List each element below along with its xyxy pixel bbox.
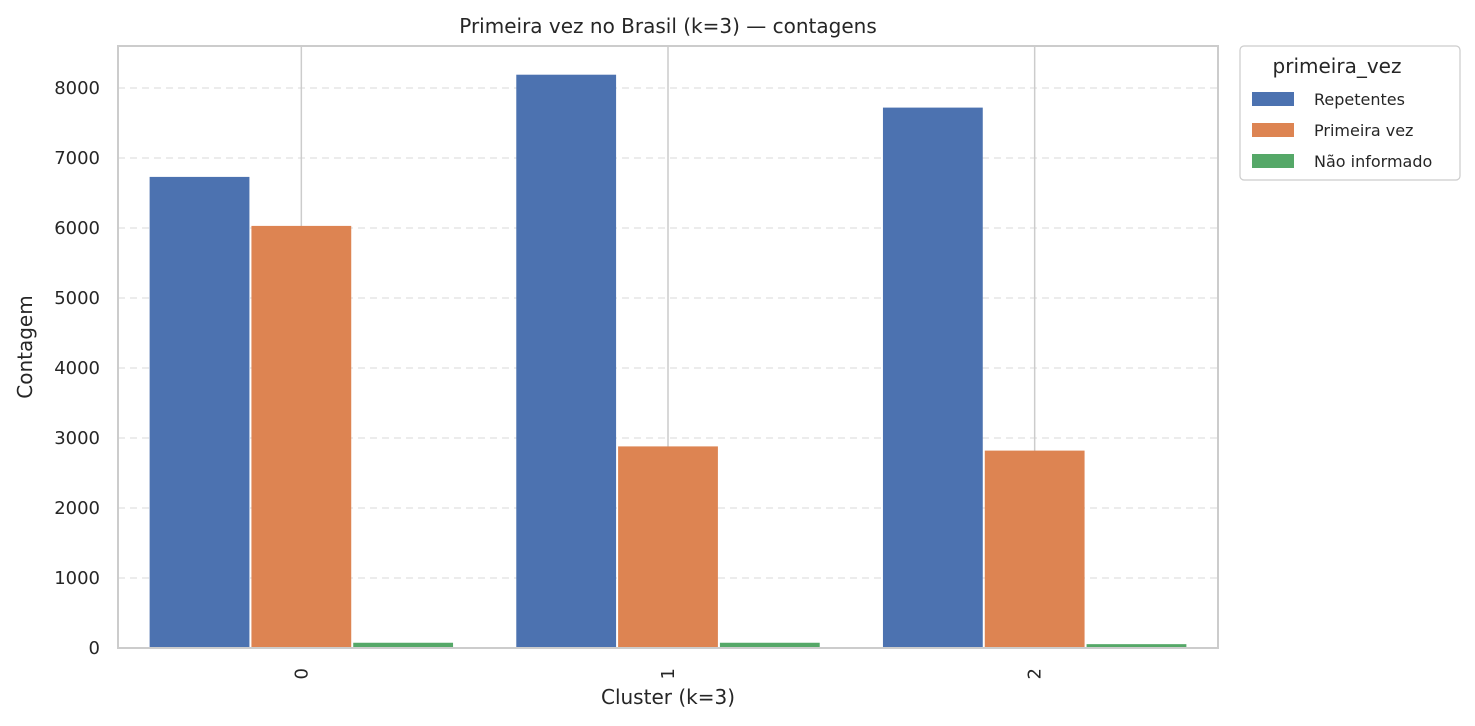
y-axis-label: Contagem [13, 295, 37, 398]
y-tick-label: 5000 [54, 288, 100, 309]
legend-frame [1239, 45, 1461, 181]
legend-label: Não informado [1314, 152, 1432, 171]
bar [251, 225, 352, 648]
bar [618, 446, 718, 648]
legend-swatch [1252, 154, 1294, 168]
bar [516, 74, 617, 648]
y-tick-label: 6000 [54, 218, 100, 239]
bar [1086, 644, 1187, 648]
chart-title: Primeira vez no Brasil (k=3) — contagens [459, 14, 877, 38]
legend-swatch [1252, 92, 1294, 106]
y-tick-label: 8000 [54, 78, 100, 99]
y-tick-label: 0 [89, 638, 100, 659]
bars [149, 74, 1187, 649]
x-tick-labels: 0 1 2 [291, 668, 1045, 679]
bar [984, 450, 1085, 648]
x-axis-label: Cluster (k=3) [601, 685, 735, 709]
y-tick-label: 4000 [54, 358, 100, 379]
y-tick-label: 3000 [54, 428, 100, 449]
legend-items: Repetentes Primeira vez Não informado [1252, 90, 1432, 171]
bar [353, 642, 454, 648]
legend: primeira_vez Repetentes Primeira vez Não i… [1239, 45, 1461, 181]
x-tick-label: 2 [1025, 668, 1046, 679]
legend-swatch [1252, 123, 1294, 137]
x-tick-label: 0 [291, 668, 312, 679]
y-tick-label: 7000 [54, 148, 100, 169]
legend-title: primeira_vez [1273, 54, 1402, 78]
y-tick-label: 2000 [54, 498, 100, 519]
legend-label: Primeira vez [1314, 121, 1413, 140]
y-tick-label: 1000 [54, 568, 100, 589]
bar [719, 642, 820, 648]
plot-frame [117, 45, 1219, 649]
x-tick-label: 1 [658, 668, 679, 679]
y-tick-labels: 0 1000 2000 3000 4000 5000 6000 7000 8000 [54, 78, 100, 659]
bar [149, 176, 250, 648]
legend-label: Repetentes [1314, 90, 1405, 109]
bar [882, 107, 983, 649]
